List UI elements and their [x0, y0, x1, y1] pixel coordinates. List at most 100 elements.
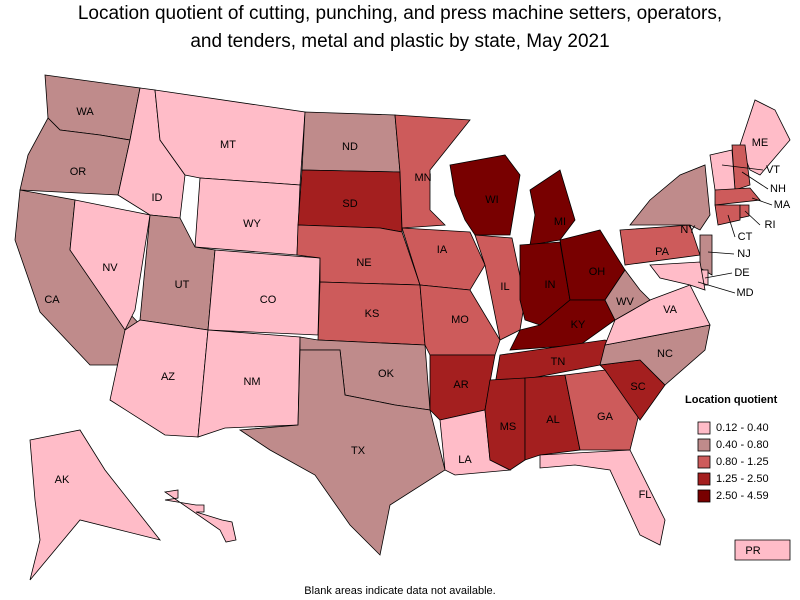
legend: Location quotient 0.12 - 0.40 0.40 - 0.80… [685, 394, 778, 503]
state-label: WI [485, 194, 498, 206]
state-label: MA [774, 199, 791, 211]
leader-line [707, 251, 735, 255]
state-label: MN [414, 172, 431, 184]
title-line: Location quotient of cutting, punching, … [78, 3, 722, 24]
state-label: MS [500, 421, 517, 433]
state-label: WA [76, 106, 94, 118]
state-label: NE [356, 257, 371, 269]
state-label: UT [175, 279, 190, 291]
state-label: NC [657, 348, 673, 360]
state [109, 319, 209, 438]
state-label: KS [365, 308, 380, 320]
state [714, 204, 741, 226]
leader-line [727, 214, 736, 238]
state-label: TX [351, 445, 366, 457]
state [197, 329, 301, 438]
state-label: OR [70, 166, 87, 178]
legend-swatch [697, 438, 711, 452]
state [604, 269, 651, 321]
state [401, 227, 486, 291]
state-label: VA [663, 304, 678, 316]
state [699, 234, 713, 276]
title-line: and tenders, metal and plastic by state,… [190, 31, 609, 52]
state-label: OK [378, 368, 395, 380]
state-label: NV [102, 262, 118, 274]
leader-line [751, 197, 773, 206]
leader-line [744, 210, 761, 226]
state-label: ID [152, 192, 163, 204]
state-label: OH [589, 266, 606, 278]
state-label: AZ [161, 371, 175, 383]
state-label: AK [55, 474, 70, 486]
state-label: ME [752, 137, 769, 149]
state-label: IA [437, 244, 448, 256]
state-label: MI [554, 216, 566, 228]
state-label: RI [765, 219, 776, 231]
state [649, 261, 706, 291]
state-label: LA [458, 454, 472, 466]
state-label: AR [453, 379, 468, 391]
state [714, 187, 761, 206]
legend-label: 2.50 - 4.59 [716, 490, 769, 502]
state-label: WV [616, 296, 634, 308]
state [207, 249, 321, 336]
legend-swatch [697, 455, 711, 469]
state-label: SC [630, 381, 645, 393]
state [734, 539, 791, 561]
state-label: MO [451, 314, 469, 326]
state-label: AL [546, 414, 559, 426]
legend-label: 0.12 - 0.40 [716, 422, 769, 434]
legend-swatch [697, 472, 711, 486]
state-label: CO [260, 294, 277, 306]
state-label: CA [44, 294, 60, 306]
state-label: KY [571, 319, 586, 331]
states: WA OR CA NV ID MT WY UT AZ CO NM ND SD NE KS OK TX MN IA MO… [14, 74, 791, 581]
state [449, 154, 521, 236]
state-label: MD [736, 287, 753, 299]
state [394, 114, 471, 229]
legend-label: 0.40 - 0.80 [716, 439, 769, 451]
legend-title: Location quotient [685, 394, 778, 406]
leader-line [704, 272, 733, 279]
state [69, 199, 151, 331]
state-label: VT [766, 164, 780, 176]
state-label: DE [734, 267, 749, 279]
state [739, 99, 791, 176]
footnote: Blank areas indicate data not available. [304, 585, 495, 597]
legend-swatch [697, 421, 711, 435]
leader-line [741, 171, 769, 190]
state [629, 164, 711, 231]
state [238, 349, 446, 556]
state [524, 374, 581, 461]
state-label: ND [342, 141, 358, 153]
state-label: NH [770, 183, 786, 195]
state [194, 177, 301, 256]
state-label: SD [342, 198, 357, 210]
state-label: FL [639, 489, 652, 501]
leader-line [697, 281, 736, 294]
leader-line [721, 164, 764, 171]
legend-label: 1.25 - 2.50 [716, 473, 769, 485]
state [739, 204, 750, 219]
state [29, 429, 162, 581]
state-label: WY [243, 218, 261, 230]
state [163, 489, 237, 543]
state-label: TN [551, 356, 566, 368]
state-label: GA [597, 411, 614, 423]
state-label: PR [745, 545, 760, 557]
state-label: NM [243, 376, 260, 388]
state-label: IN [545, 279, 556, 291]
state-label: IL [500, 281, 509, 293]
state-label: NJ [737, 248, 750, 260]
state-label: MT [220, 139, 236, 151]
state-label: NY [680, 224, 696, 236]
state [709, 149, 736, 191]
state-label: CT [738, 231, 753, 243]
state [539, 449, 666, 546]
legend-label: 0.80 - 1.25 [716, 456, 769, 468]
state [529, 169, 576, 246]
legend-swatch [697, 489, 711, 503]
state-label: PA [655, 246, 670, 258]
